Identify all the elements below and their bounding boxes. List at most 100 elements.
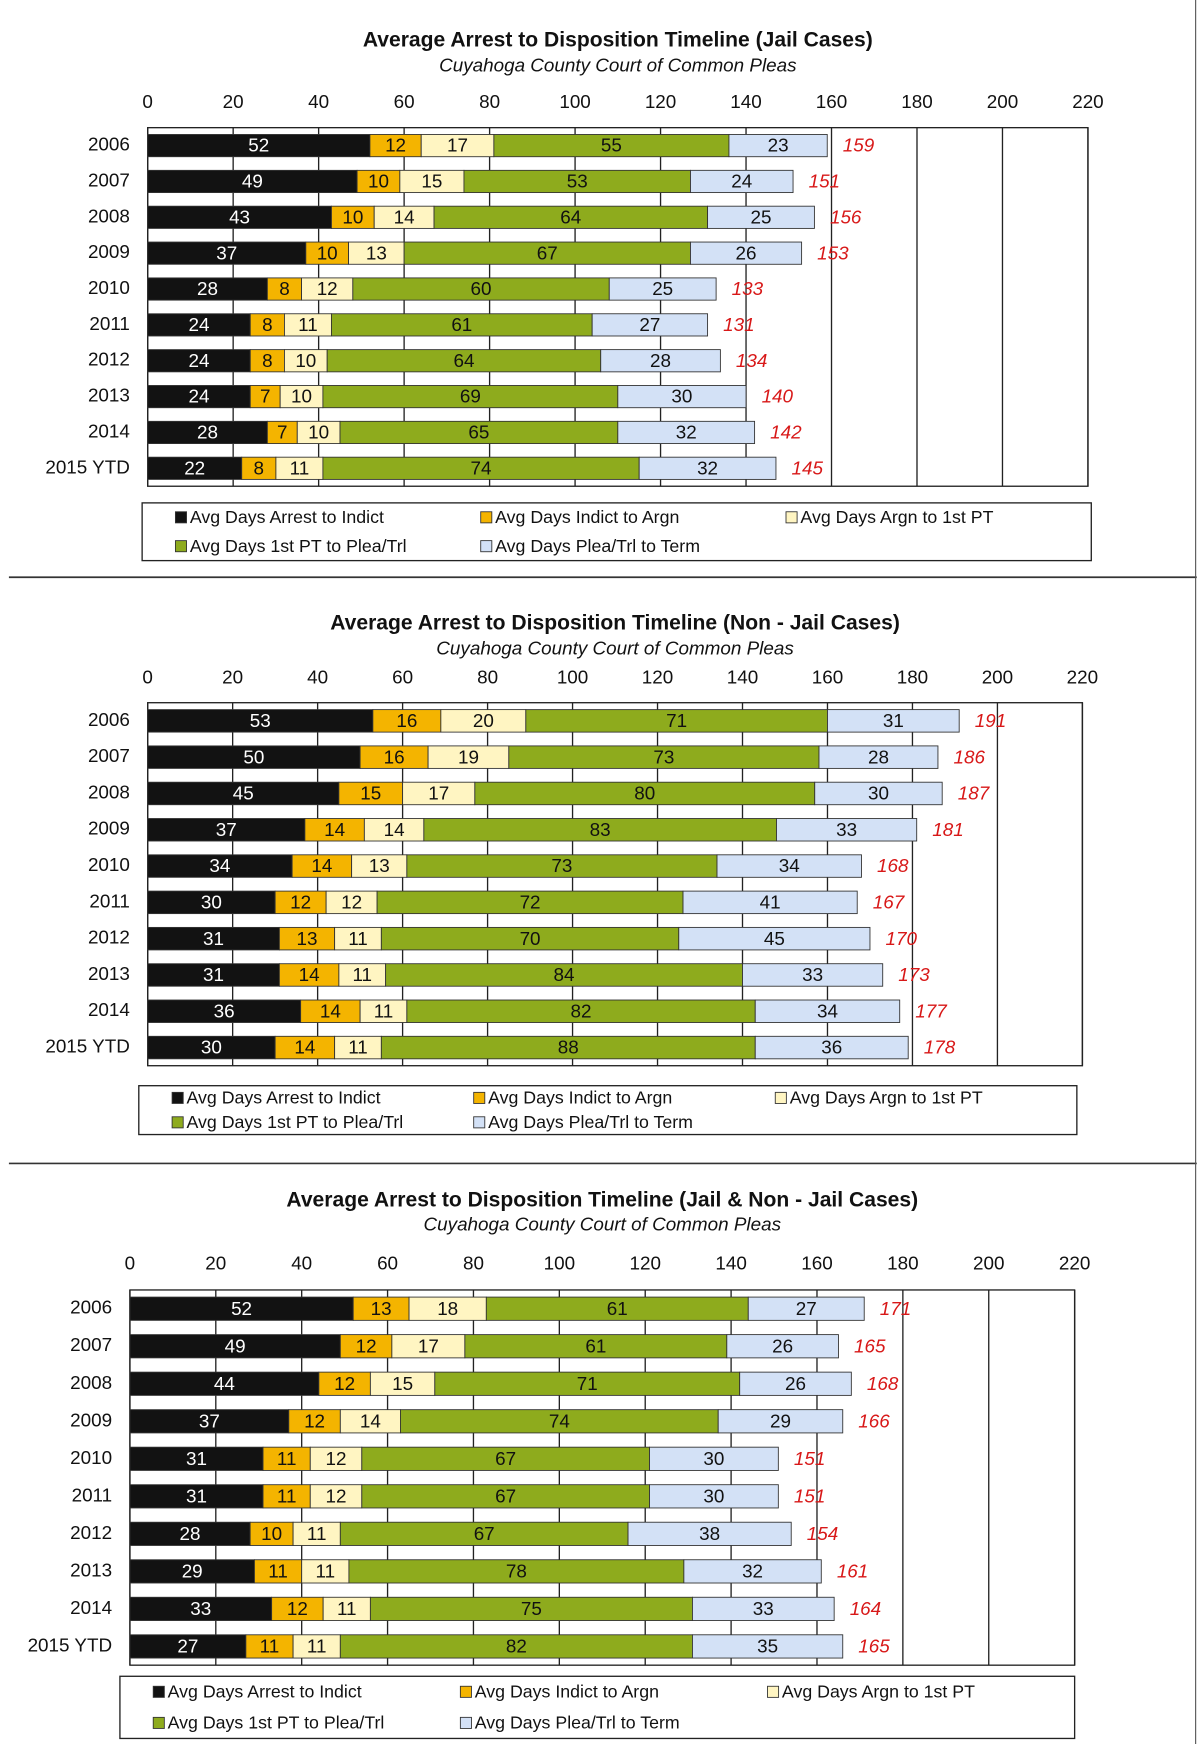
y-tick-label: 2013 xyxy=(88,385,130,406)
value-label: 11 xyxy=(352,964,372,985)
total-label: 154 xyxy=(807,1523,838,1544)
value-label: 60 xyxy=(471,278,492,299)
total-label: 133 xyxy=(732,278,764,299)
y-tick-label: 2010 xyxy=(70,1447,112,1468)
legend-swatch xyxy=(774,1091,787,1104)
x-tick-label: 180 xyxy=(897,666,928,687)
value-label: 33 xyxy=(836,819,857,840)
legend-label: Avg Days Plea/Trl to Term xyxy=(475,1713,680,1733)
value-label: 61 xyxy=(607,1298,628,1319)
value-label: 13 xyxy=(369,855,390,876)
x-tick-label: 160 xyxy=(801,1252,832,1273)
value-label: 55 xyxy=(601,135,622,156)
value-label: 34 xyxy=(779,855,800,876)
x-tick-label: 0 xyxy=(142,666,153,687)
value-label: 11 xyxy=(268,1560,288,1581)
legend-label: Avg Days Arrest to Indict xyxy=(190,507,384,527)
value-label: 10 xyxy=(317,242,338,263)
value-label: 11 xyxy=(260,1636,280,1657)
value-label: 72 xyxy=(520,891,541,912)
total-label: 151 xyxy=(794,1448,825,1469)
x-tick-label: 20 xyxy=(223,91,244,112)
value-label: 29 xyxy=(770,1410,791,1431)
value-label: 10 xyxy=(342,206,363,227)
value-label: 73 xyxy=(551,855,572,876)
legend-swatch xyxy=(152,1716,165,1729)
total-label: 164 xyxy=(850,1598,881,1619)
value-label: 24 xyxy=(731,171,752,192)
total-label: 166 xyxy=(858,1410,890,1431)
value-label: 25 xyxy=(652,278,673,299)
value-label: 30 xyxy=(671,386,692,407)
value-label: 52 xyxy=(248,135,269,156)
x-tick-label: 60 xyxy=(392,666,413,687)
bar-segment xyxy=(649,1484,779,1509)
legend-label: Avg Days Arrest to Indict xyxy=(168,1682,362,1702)
value-label: 26 xyxy=(772,1335,793,1356)
y-tick-label: 2008 xyxy=(70,1372,112,1393)
total-label: 151 xyxy=(794,1485,825,1506)
bar-segment xyxy=(617,385,747,409)
y-tick-label: 2015 YTD xyxy=(45,1036,130,1057)
value-label: 74 xyxy=(549,1410,570,1431)
value-label: 64 xyxy=(560,206,581,227)
value-label: 14 xyxy=(320,1000,341,1021)
value-label: 7 xyxy=(277,422,288,443)
value-label: 36 xyxy=(821,1037,842,1058)
value-label: 24 xyxy=(188,386,209,407)
value-label: 8 xyxy=(254,457,265,478)
value-label: 33 xyxy=(190,1598,211,1619)
bar-segment xyxy=(739,1371,852,1396)
x-tick-label: 20 xyxy=(222,666,243,687)
value-label: 24 xyxy=(188,350,209,371)
bar-segment xyxy=(814,781,943,806)
total-label: 177 xyxy=(915,1000,948,1021)
y-tick-label: 2006 xyxy=(88,709,130,730)
bar-segment xyxy=(728,134,828,158)
value-label: 22 xyxy=(184,457,205,478)
bar-segment xyxy=(707,205,815,229)
x-tick-label: 200 xyxy=(987,91,1018,112)
bar-segment xyxy=(717,1409,844,1434)
total-label: 153 xyxy=(817,242,849,263)
value-label: 12 xyxy=(334,1373,355,1394)
value-label: 12 xyxy=(304,1410,325,1431)
value-label: 31 xyxy=(203,928,224,949)
total-label: 131 xyxy=(723,314,754,335)
value-label: 30 xyxy=(201,1037,222,1058)
value-label: 11 xyxy=(348,928,368,949)
legend-swatch xyxy=(480,540,493,553)
value-label: 74 xyxy=(471,457,492,478)
value-label: 37 xyxy=(216,819,237,840)
value-label: 12 xyxy=(317,278,338,299)
x-tick-label: 40 xyxy=(307,666,328,687)
value-label: 10 xyxy=(261,1523,282,1544)
value-label: 11 xyxy=(374,1000,394,1021)
value-label: 24 xyxy=(188,314,209,335)
total-label: 156 xyxy=(830,206,862,227)
x-tick-label: 80 xyxy=(477,666,498,687)
x-tick-label: 40 xyxy=(291,1252,312,1273)
value-label: 33 xyxy=(753,1598,774,1619)
total-label: 171 xyxy=(880,1298,911,1319)
value-label: 11 xyxy=(277,1448,297,1469)
value-label: 16 xyxy=(396,710,417,731)
total-label: 186 xyxy=(953,746,985,767)
bar-segment xyxy=(692,1634,844,1659)
x-tick-label: 100 xyxy=(559,91,590,112)
y-tick-label: 2009 xyxy=(88,241,130,262)
value-label: 41 xyxy=(760,891,781,912)
y-tick-label: 2011 xyxy=(72,1484,113,1505)
value-label: 12 xyxy=(326,1485,347,1506)
chart-subtitle: Cuyahoga County Court of Common Pleas xyxy=(424,1214,782,1235)
y-tick-label: 2009 xyxy=(88,818,130,839)
value-label: 30 xyxy=(868,783,889,804)
value-label: 28 xyxy=(868,746,889,767)
legend-swatch xyxy=(785,511,798,524)
bar-segment xyxy=(690,169,794,194)
value-label: 11 xyxy=(307,1523,327,1544)
value-label: 13 xyxy=(371,1298,392,1319)
value-label: 27 xyxy=(177,1636,198,1657)
value-label: 14 xyxy=(394,206,415,227)
x-tick-label: 80 xyxy=(479,91,500,112)
